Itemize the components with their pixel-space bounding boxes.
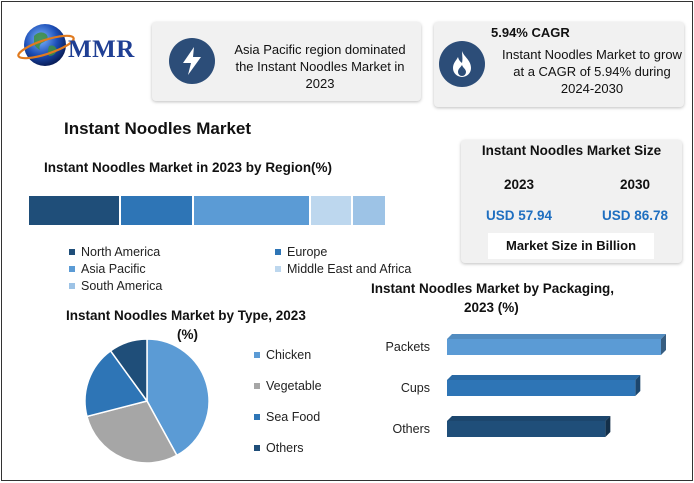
legend-label: Others — [266, 441, 304, 455]
pie-slice-chicken — [146, 338, 210, 457]
type-legend-item-others: Others — [254, 441, 304, 455]
type-pie-chart — [84, 338, 210, 464]
legend-label: South America — [81, 279, 163, 293]
legend-swatch — [69, 283, 75, 289]
highlight-card-cagr: 5.94% CAGR Instant Noodles Market to gro… — [434, 22, 684, 107]
cagr-title: 5.94% CAGR — [491, 25, 570, 40]
legend-label: Asia Pacific — [81, 262, 146, 276]
region-bar-segment-middle-east-and-africa — [311, 196, 351, 225]
legend-label: Vegetable — [266, 379, 322, 393]
legend-swatch — [254, 383, 260, 389]
pie-slice-sea-food — [84, 349, 149, 418]
globe-icon — [17, 24, 75, 66]
type-legend-item-sea-food: Sea Food — [254, 410, 320, 424]
brand-name: MMR — [68, 36, 135, 63]
packaging-label-cups: Cups — [400, 381, 430, 395]
flame-icon — [439, 41, 485, 87]
region-stacked-bar — [29, 196, 385, 225]
region-legend-item-middle-east-and-africa: Middle East and Africa — [275, 262, 411, 276]
region-bar-segment-south-america — [352, 196, 385, 225]
legend-label: Middle East and Africa — [287, 262, 412, 276]
region-legend-item-asia-pacific: Asia Pacific — [69, 262, 146, 276]
region-legend-item-north-america: North America — [69, 245, 160, 259]
market-value-2023: USD 57.94 — [485, 208, 553, 223]
legend-swatch — [254, 414, 260, 420]
legend-label: Europe — [287, 245, 328, 259]
highlight-card-region: Asia Pacific region dominated the Instan… — [152, 22, 421, 101]
pie-slice-others — [109, 338, 148, 404]
legend-label: Sea Food — [266, 410, 321, 424]
type-legend-item-chicken: Chicken — [254, 348, 311, 362]
market-value-2030: USD 86.78 — [601, 208, 669, 223]
legend-swatch — [254, 445, 260, 451]
packaging-label-others: Others — [392, 422, 430, 436]
main-title: Instant Noodles Market — [64, 119, 252, 138]
legend-swatch — [275, 249, 281, 255]
legend-label: Chicken — [266, 348, 312, 362]
region-bar-segment-europe — [120, 196, 193, 225]
market-size-card: Instant Noodles Market Size 2023 2030 US… — [461, 140, 682, 263]
type-chart-title-unit: (%) — [177, 327, 198, 342]
legend-swatch — [69, 249, 75, 255]
packaging-chart-title: Instant Noodles Market by Packaging, — [371, 281, 615, 296]
market-size-title: Instant Noodles Market Size — [481, 143, 662, 158]
region-bar-segment-asia-pacific — [194, 196, 310, 225]
pie-slice-vegetable — [86, 400, 178, 464]
highlight-region-text: Asia Pacific region dominated the Instan… — [234, 42, 406, 91]
region-legend-item-europe: Europe — [275, 245, 327, 259]
region-chart-title: Instant Noodles Market in 2023 by Region… — [44, 160, 333, 175]
region-bar-segment-north-america — [29, 196, 119, 225]
highlight-cagr-text: Instant Noodles Market to grow at a CAGR… — [502, 47, 682, 96]
brand-logo: MMR — [16, 16, 146, 74]
packaging-chart-title-unit: 2023 (%) — [464, 300, 519, 315]
market-size-caption: Market Size in Billion — [488, 233, 654, 259]
packaging-bar-packets — [447, 334, 666, 355]
legend-swatch — [275, 266, 281, 272]
lightning-bolt-icon — [169, 38, 215, 84]
legend-swatch — [69, 266, 75, 272]
region-legend-item-south-america: South America — [69, 279, 162, 293]
packaging-label-packets: Packets — [385, 340, 430, 354]
market-year-2023: 2023 — [503, 177, 535, 192]
market-year-2030: 2030 — [619, 177, 651, 192]
type-chart-title: Instant Noodles Market by Type, 2023 — [66, 308, 306, 323]
legend-label: North America — [81, 245, 161, 259]
packaging-bar-cups — [447, 375, 641, 396]
type-legend-item-vegetable: Vegetable — [254, 379, 322, 393]
legend-swatch — [254, 352, 260, 358]
packaging-bar-others — [447, 416, 611, 437]
